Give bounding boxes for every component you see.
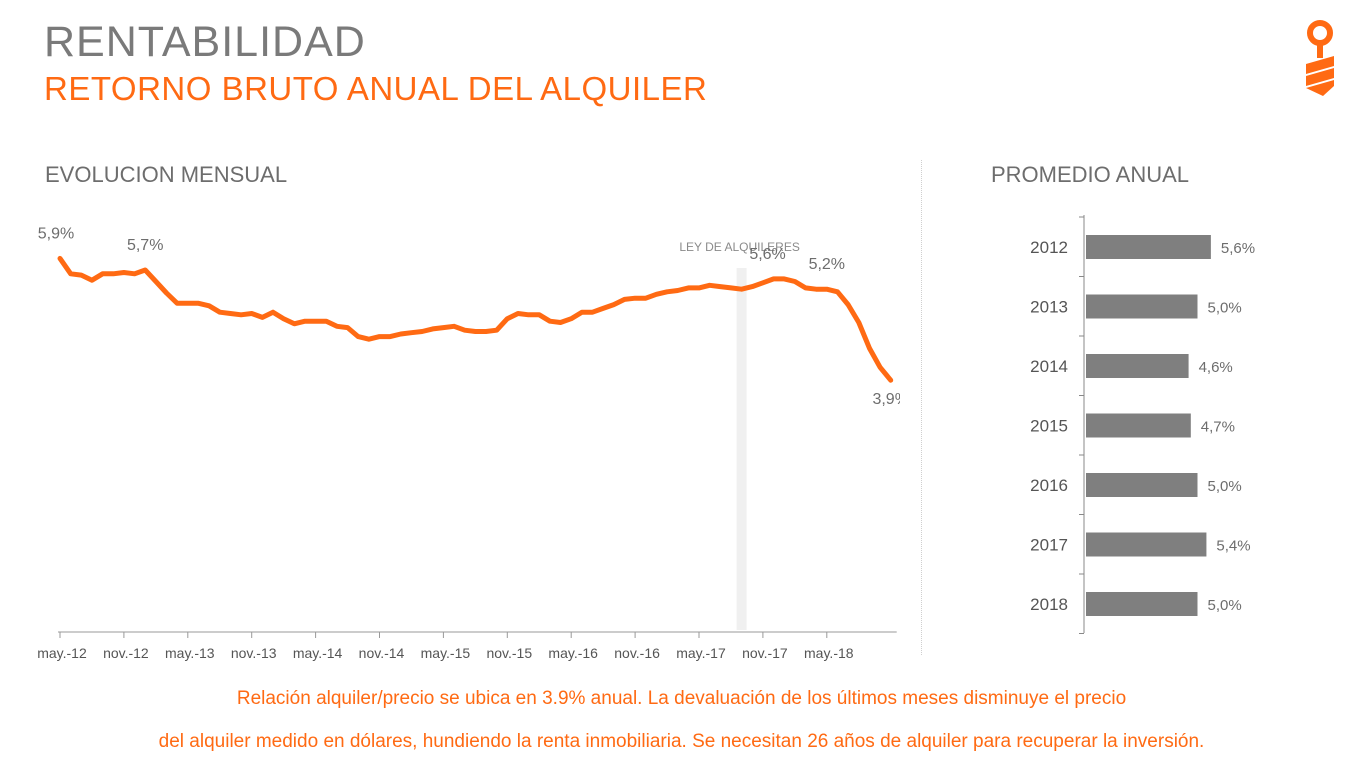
data-label: 3,9% — [872, 391, 900, 408]
x-tick-label: may.-14 — [293, 645, 343, 661]
category-label: 2014 — [1030, 357, 1068, 376]
data-label: 5,2% — [809, 256, 845, 273]
category-label: 2018 — [1030, 595, 1068, 614]
category-label: 2016 — [1030, 476, 1068, 495]
category-label: 2012 — [1030, 238, 1068, 257]
page-subtitle: RETORNO BRUTO ANUAL DEL ALQUILER — [44, 70, 708, 107]
annual-section-title: PROMEDIO ANUAL — [991, 162, 1190, 187]
data-label: 5,9% — [38, 225, 74, 242]
x-tick-label: nov.-17 — [742, 645, 788, 661]
ley-alquileres-band — [736, 268, 747, 630]
footer-note-line-1: Relación alquiler/precio se ubica en 3.9… — [236, 688, 1127, 709]
x-tick-label: nov.-13 — [231, 645, 277, 661]
bar — [1086, 473, 1198, 497]
x-tick-label: nov.-12 — [103, 645, 149, 661]
key-logo-icon — [1306, 20, 1334, 96]
category-label: 2017 — [1030, 536, 1068, 555]
bar-value-label: 5,0% — [1208, 300, 1242, 317]
bar-value-label: 5,4% — [1216, 538, 1250, 555]
x-tick-label: may.-18 — [804, 645, 854, 661]
annual-bar-chart: 2012 5,6% 2013 5,0% 2014 4,6% 2015 4,7% 2016 5,0%… — [1030, 215, 1255, 634]
monthly-line-chart: LEY DE ALQUILERES may.-12 nov.-12 may.-13 no… — [37, 225, 900, 661]
footer-note-line-2: del alquiler medido en dólares, hundiend… — [158, 731, 1205, 752]
bar-value-label: 5,6% — [1221, 240, 1255, 257]
annotation-label: LEY DE ALQUILERES — [679, 240, 800, 254]
bar-value-label: 4,7% — [1201, 419, 1235, 436]
bar — [1086, 413, 1191, 438]
x-tick-label: may.-16 — [548, 645, 598, 661]
series-line — [57, 255, 894, 383]
data-label: 5,7% — [127, 237, 163, 254]
page-title: RENTABILIDAD — [44, 18, 366, 66]
bar-value-label: 5,0% — [1208, 597, 1242, 614]
bar — [1086, 354, 1189, 378]
x-tick-label: nov.-16 — [614, 645, 660, 661]
category-label: 2015 — [1030, 417, 1068, 436]
x-tick-label: nov.-14 — [359, 645, 405, 661]
bar — [1086, 235, 1211, 259]
category-label: 2013 — [1030, 298, 1068, 317]
data-label: 5,6% — [749, 246, 785, 263]
bar-value-label: 5,0% — [1208, 478, 1242, 495]
bar — [1086, 532, 1207, 557]
bar — [1086, 294, 1198, 319]
bar — [1086, 592, 1198, 616]
x-tick-label: may.-15 — [421, 645, 471, 661]
monthly-section-title: EVOLUCION MENSUAL — [45, 162, 288, 187]
x-tick-label: may.-17 — [676, 645, 726, 661]
x-tick-label: nov.-15 — [486, 645, 532, 661]
section-divider — [921, 160, 922, 655]
x-tick-label: may.-12 — [37, 645, 87, 661]
x-tick-label: may.-13 — [165, 645, 215, 661]
bar-value-label: 4,6% — [1199, 359, 1233, 376]
